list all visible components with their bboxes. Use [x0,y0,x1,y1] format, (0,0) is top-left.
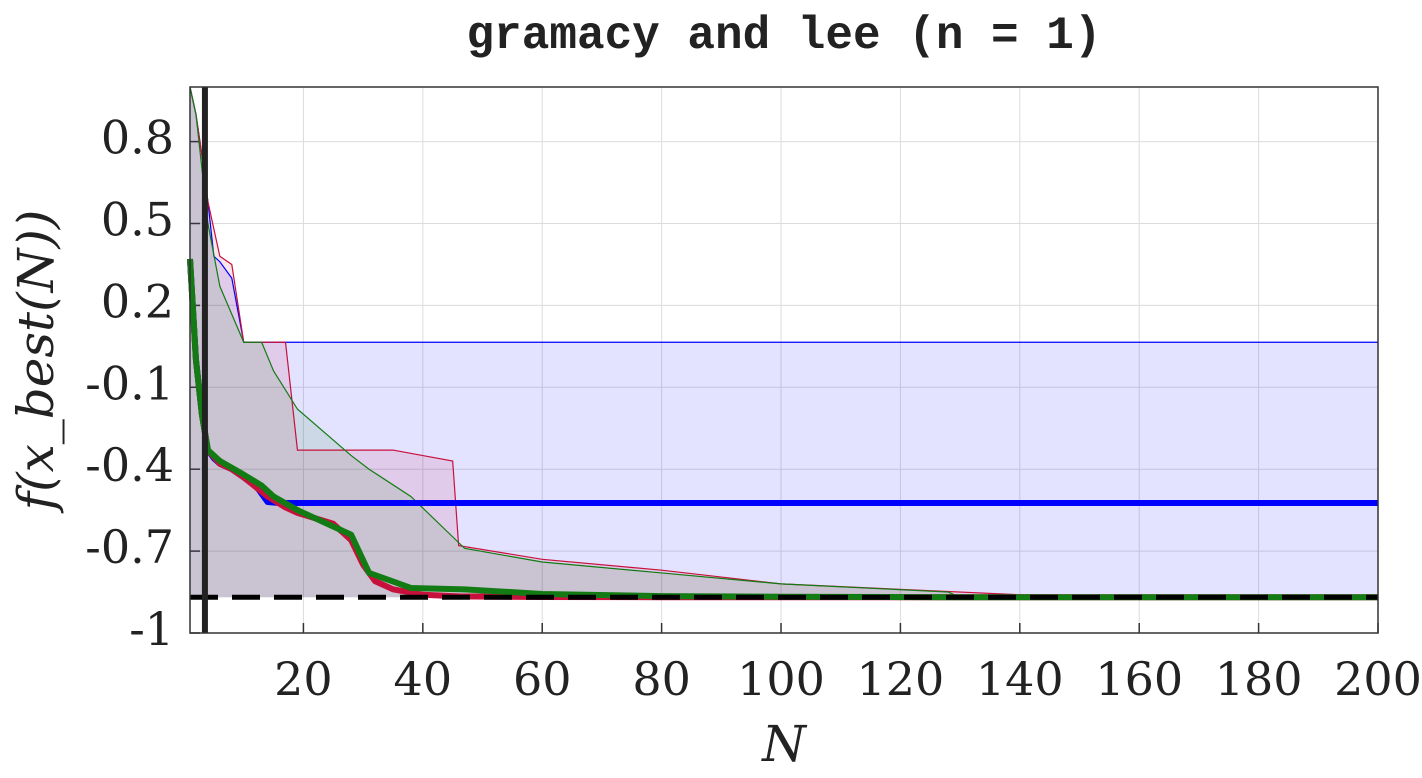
y-tick-label: 0.8 [101,111,174,165]
x-tick-label: 120 [857,652,945,706]
band [190,87,1378,598]
x-tick-label: 40 [394,652,453,706]
y-tick-label: -0.4 [85,438,174,492]
x-tick-label: 20 [274,652,333,706]
x-tick-label: 180 [1215,652,1303,706]
x-tick-label: 80 [632,652,691,706]
y-tick-label: -0.1 [85,356,174,410]
band [190,87,1378,598]
y-tick-label: 0.2 [101,274,174,328]
plot-frame [189,86,1379,634]
chart-title: gramacy and lee (n = 1) [467,10,1102,62]
y-tick-label: -0.7 [85,520,174,574]
x-tick-label: 60 [513,652,572,706]
x-tick-label: 100 [737,652,825,706]
y-tick-label: -1 [129,602,174,656]
band-upper-edge [189,86,1379,598]
x-tick-label: 140 [976,652,1064,706]
x-axis-label: N [761,715,808,773]
x-tick-label: 160 [1095,652,1183,706]
y-tick-label: 0.5 [101,193,174,247]
band [190,87,1378,598]
y-axis-label: f(x_best(N)) [7,210,65,515]
x-tick-label: 200 [1334,652,1422,706]
